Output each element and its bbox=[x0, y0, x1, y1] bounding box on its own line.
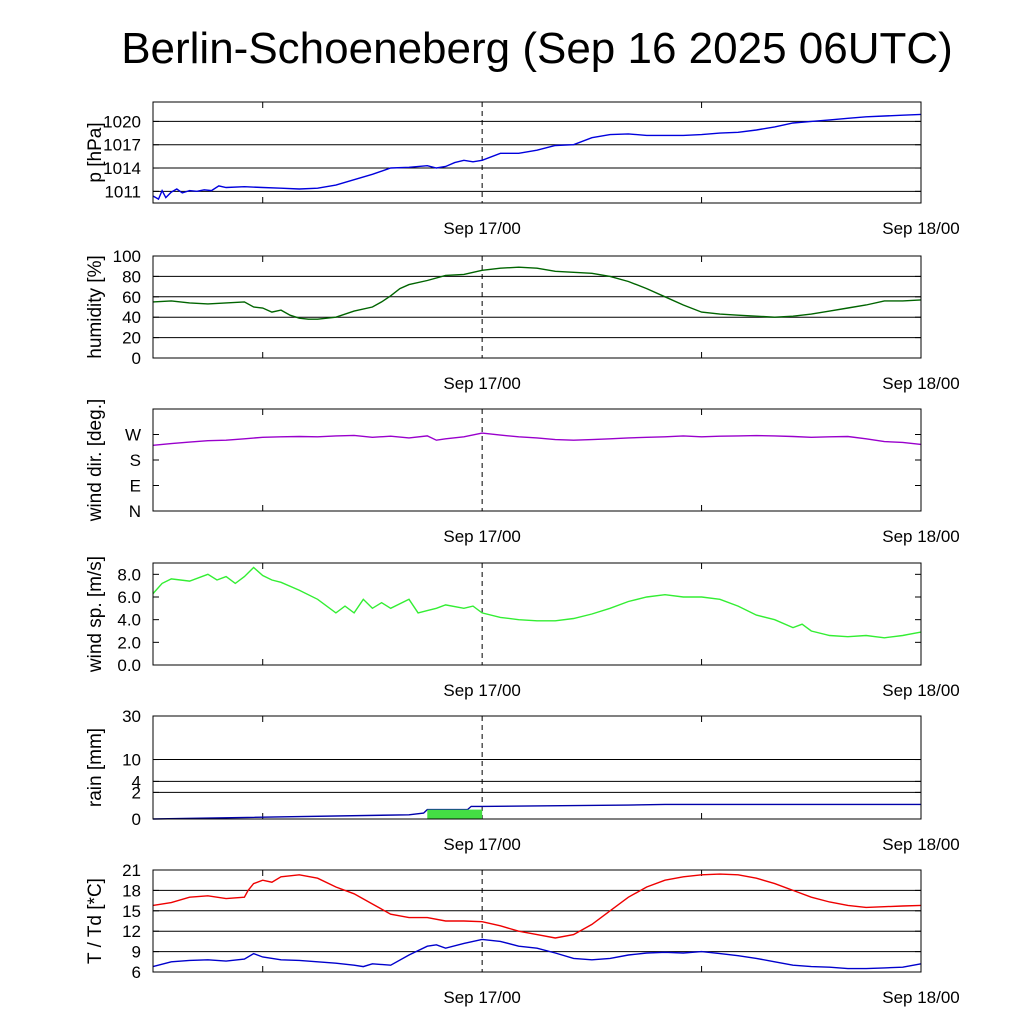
y-axis-label: wind sp. [m/s] bbox=[85, 556, 106, 673]
y-axis-label: wind dir. [deg.] bbox=[85, 399, 106, 523]
panel-frame bbox=[152, 101, 922, 204]
y-tick-label: W bbox=[125, 426, 141, 445]
y-tick-label: 8.0 bbox=[117, 565, 141, 584]
y-tick-label: 4 bbox=[132, 772, 141, 791]
series-line-temperature bbox=[152, 873, 922, 939]
x-tick-label: Sep 17/00 bbox=[443, 681, 521, 700]
y-tick-label: 21 bbox=[122, 861, 141, 880]
x-tick-label: Sep 17/00 bbox=[443, 374, 521, 393]
panel-3: 0.0 2.0 4.0 6.0 8.0 wind sp. [m/s] Sep 17/00 Se… bbox=[85, 556, 960, 700]
x-tick-label: Sep 18/00 bbox=[882, 681, 960, 700]
y-tick-label: 40 bbox=[122, 308, 141, 327]
rain-bar bbox=[427, 809, 483, 819]
chart-title: Berlin-Schoeneberg (Sep 16 2025 06UTC) bbox=[121, 24, 953, 73]
y-tick-label: S bbox=[130, 451, 141, 470]
y-tick-label: 1020 bbox=[103, 112, 141, 131]
y-tick-label: 9 bbox=[132, 943, 141, 962]
y-tick-label: 80 bbox=[122, 267, 141, 286]
panel-frame bbox=[152, 255, 922, 359]
y-tick-label: 12 bbox=[122, 922, 141, 941]
y-axis-label: p [hPa] bbox=[85, 122, 106, 182]
y-tick-label: N bbox=[129, 502, 141, 521]
y-tick-label: 100 bbox=[113, 247, 141, 266]
x-tick-label: Sep 18/00 bbox=[882, 527, 960, 546]
panel-frame bbox=[152, 869, 922, 973]
y-tick-label: 30 bbox=[122, 707, 141, 726]
y-tick-label: 20 bbox=[122, 329, 141, 348]
y-tick-label: E bbox=[130, 477, 141, 496]
y-axis-label: humidity [%] bbox=[85, 255, 106, 358]
x-tick-label: Sep 17/00 bbox=[443, 835, 521, 854]
x-tick-label: Sep 18/00 bbox=[882, 988, 960, 1007]
y-tick-label: 10 bbox=[122, 751, 141, 770]
panel-frame bbox=[152, 408, 922, 512]
y-tick-label: 1014 bbox=[103, 159, 141, 178]
x-tick-label: Sep 18/00 bbox=[882, 219, 960, 238]
series-line-wind_speed bbox=[152, 566, 922, 639]
x-tick-label: Sep 17/00 bbox=[443, 988, 521, 1007]
panel-frame bbox=[152, 715, 922, 820]
y-tick-label: 2 bbox=[132, 783, 141, 802]
y-tick-label: 6.0 bbox=[117, 588, 141, 607]
y-tick-label: 0.0 bbox=[117, 656, 141, 675]
y-tick-label: 1017 bbox=[103, 136, 141, 155]
series-line-humidity bbox=[152, 266, 922, 320]
series-line-wind_dir bbox=[152, 432, 922, 446]
panel-4: 0 24 10 30 rain [mm] Sep 17/00 Sep 18/00 bbox=[85, 707, 960, 854]
y-tick-label: 18 bbox=[122, 881, 141, 900]
y-tick-label: 4.0 bbox=[117, 611, 141, 630]
x-tick-label: Sep 18/00 bbox=[882, 374, 960, 393]
series-line-dewpoint bbox=[152, 938, 922, 970]
x-tick-label: Sep 18/00 bbox=[882, 835, 960, 854]
y-tick-label: 6 bbox=[132, 963, 141, 982]
series-line-rain_cum bbox=[152, 803, 921, 820]
y-tick-label: 15 bbox=[122, 902, 141, 921]
y-axis-label: T / Td [*C] bbox=[85, 878, 106, 964]
x-tick-label: Sep 17/00 bbox=[443, 527, 521, 546]
panel-frame bbox=[152, 562, 922, 666]
y-tick-label: 60 bbox=[122, 288, 141, 307]
y-tick-label: 1011 bbox=[104, 182, 141, 201]
y-tick-label: 2.0 bbox=[117, 633, 141, 652]
series-line-pressure bbox=[152, 113, 922, 201]
y-tick-label: 0 bbox=[132, 810, 141, 829]
y-axis-label: rain [mm] bbox=[85, 728, 106, 807]
y-tick-label: 0 bbox=[132, 349, 141, 368]
x-tick-label: Sep 17/00 bbox=[443, 219, 521, 238]
